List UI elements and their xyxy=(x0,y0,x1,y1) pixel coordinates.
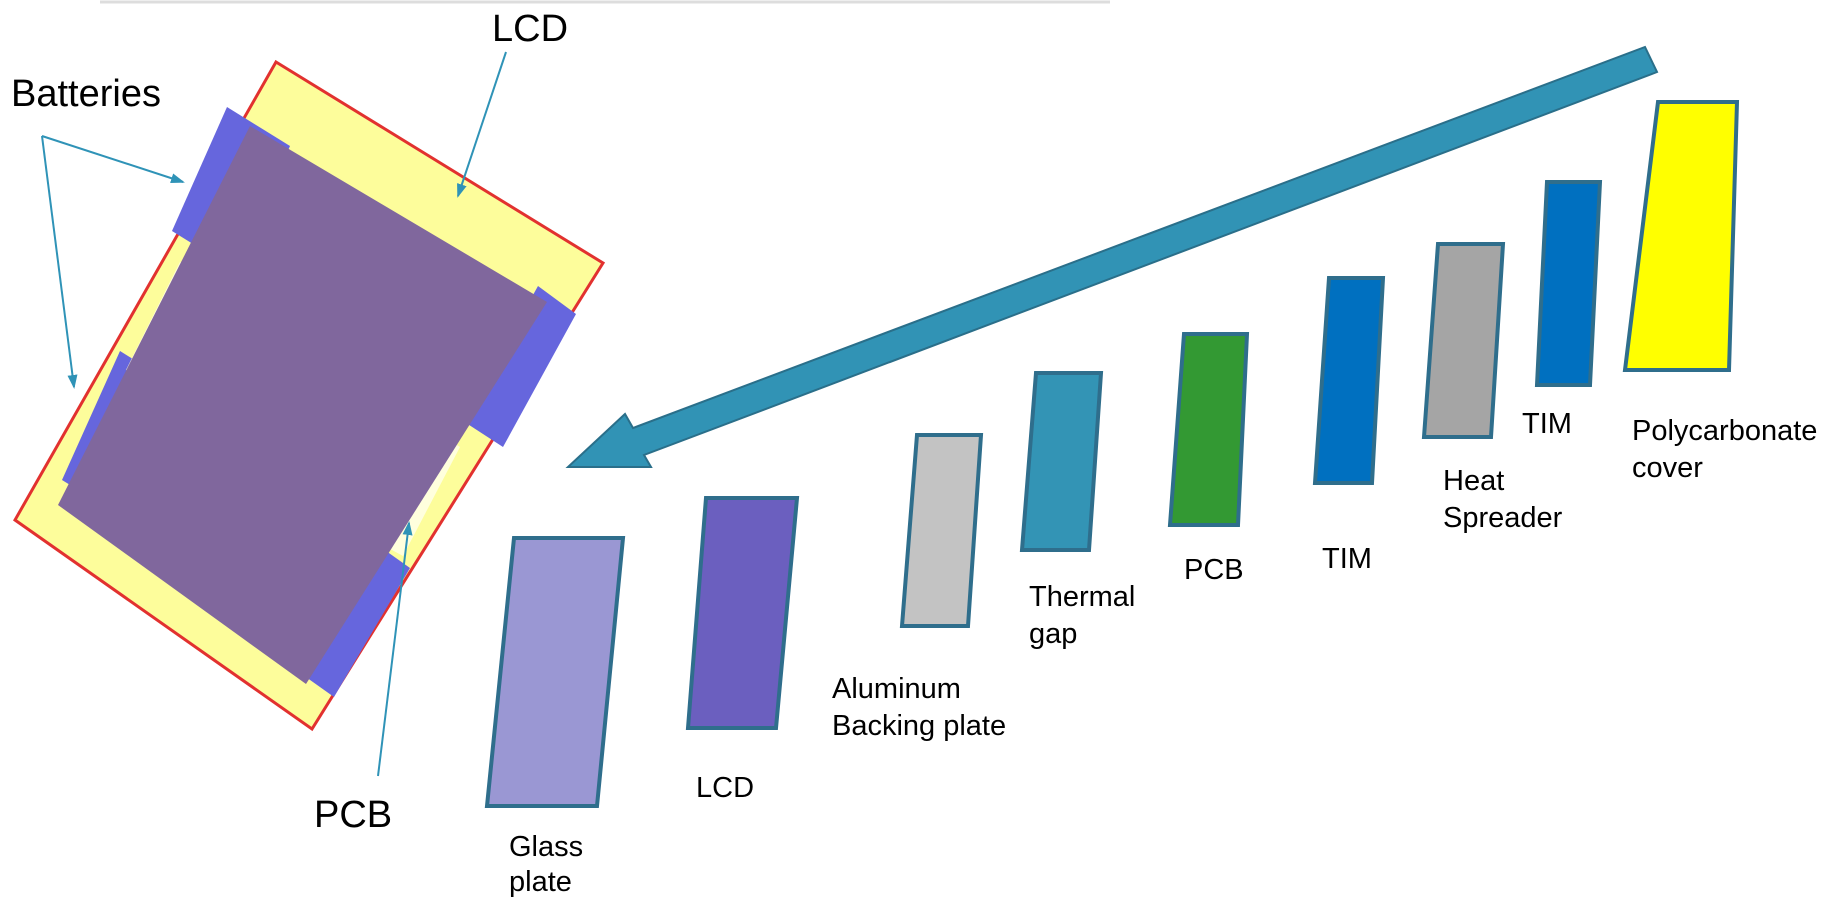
label-tim-1: TIM xyxy=(1322,543,1372,575)
label-pcb: PCB xyxy=(1184,554,1244,586)
layer-heat-spreader xyxy=(1421,242,1506,439)
battery-right xyxy=(463,286,576,447)
label-glass-plate: Glass plate xyxy=(509,831,591,898)
label-polycarbonate-cover: Polycarbonate cover xyxy=(1632,415,1825,484)
batteries-label: Batteries xyxy=(11,73,161,115)
layer-glass-plate xyxy=(484,536,626,808)
label-tim-2: TIM xyxy=(1522,408,1572,440)
label-thermal-gap: Thermal gap xyxy=(1029,581,1143,650)
battery-right-lower xyxy=(296,541,410,697)
lcd-panel xyxy=(58,126,547,684)
layer-stack: Glass plate LCD Aluminum Backing plate T… xyxy=(484,100,1825,898)
lcd-leader xyxy=(457,51,507,198)
pcb-label: PCB xyxy=(314,794,392,836)
label-aluminum-backing-plate: Aluminum Backing plate xyxy=(832,673,1006,742)
label-lcd: LCD xyxy=(696,772,754,804)
layer-polycarbonate-cover xyxy=(1622,100,1740,372)
layer-tim-2 xyxy=(1534,180,1603,387)
lcd-label: LCD xyxy=(492,8,568,50)
pcb-leader xyxy=(377,521,413,777)
layer-aluminum-backing-plate xyxy=(899,433,984,628)
layer-tim-1 xyxy=(1312,276,1386,485)
layer-lcd xyxy=(685,496,800,730)
layer-thermal-gap xyxy=(1019,371,1104,552)
batteries-leader-2 xyxy=(41,135,78,389)
label-heat-spreader: Heat Spreader xyxy=(1443,465,1563,534)
assembly-direction-arrow xyxy=(565,45,1659,468)
device-top-view: LCD Batteries PCB xyxy=(11,8,606,836)
layer-pcb xyxy=(1167,332,1250,527)
batteries-leader-1 xyxy=(41,135,185,184)
